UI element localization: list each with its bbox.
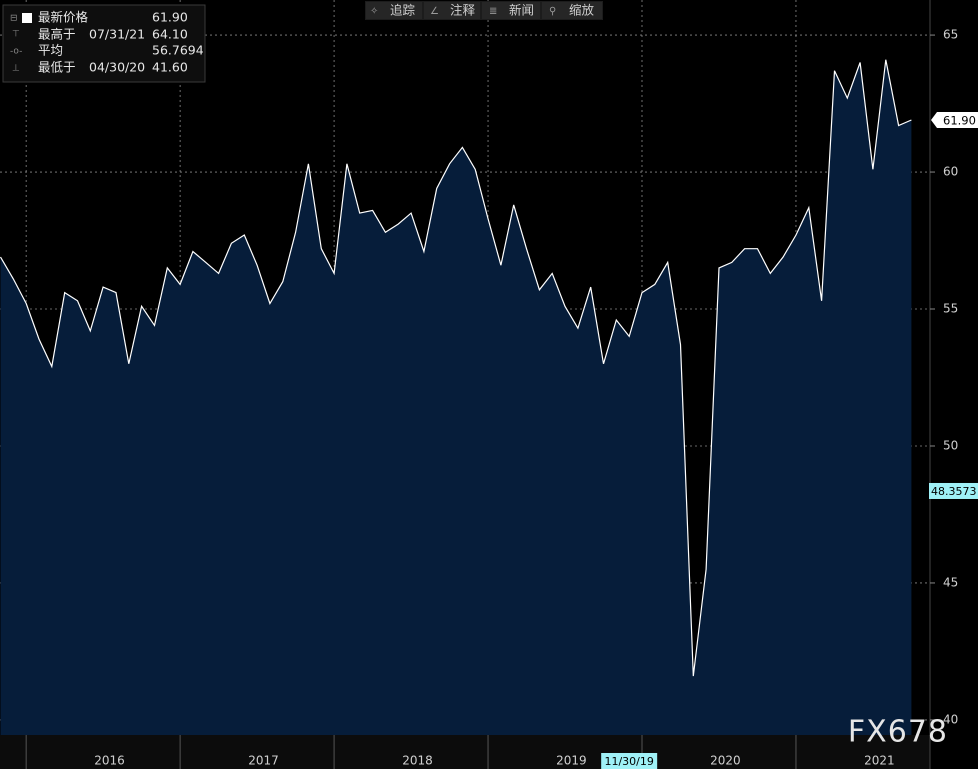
button-label[interactable]: 追踪 xyxy=(390,3,416,18)
legend-icon: ⊟ xyxy=(10,14,18,24)
svg-text:⚲: ⚲ xyxy=(549,6,556,17)
plot-area xyxy=(0,0,930,735)
axes: 40 45 50 55 60 65 2016 2017 2018 2019 2020 2021 61.9… xyxy=(25,28,978,769)
legend-value: 61.90 xyxy=(152,10,188,25)
cursor-y-label: 48.3573 xyxy=(931,485,977,498)
button-label[interactable]: 缩放 xyxy=(569,3,595,18)
legend-swatch xyxy=(22,13,32,23)
y-tick-label: 50 xyxy=(943,438,958,452)
x-tick-label: 2020 xyxy=(710,754,741,768)
cursor-y-tag xyxy=(929,482,978,499)
y-tick-label: 45 xyxy=(943,575,958,589)
last-value-tag xyxy=(931,111,978,128)
legend-date: 04/30/20 xyxy=(89,60,145,75)
x-tick-label: 2019 xyxy=(556,754,587,768)
legend-value: 56.7694 xyxy=(152,43,204,58)
news-button[interactable]: ≣ 新闻 xyxy=(482,2,540,19)
legend-icon: ⊥ xyxy=(12,64,20,74)
x-tick-label: 2018 xyxy=(402,754,433,768)
zoom-button[interactable]: ⚲ 缩放 xyxy=(542,2,602,19)
y-tick-label: 60 xyxy=(943,165,958,179)
legend-label: 最低于 xyxy=(38,60,76,75)
legend-label: 平均 xyxy=(38,43,63,58)
button-label[interactable]: 注释 xyxy=(450,3,476,18)
area-fill xyxy=(0,59,912,735)
button-label[interactable]: 新闻 xyxy=(509,3,534,18)
legend-value: 64.10 xyxy=(152,27,188,42)
legend-box xyxy=(2,4,206,83)
legend-icon: ⊤ xyxy=(12,30,20,40)
y-tick-label: 65 xyxy=(943,28,958,42)
legend-label: 最新价格 xyxy=(38,10,89,25)
x-tick-label: 2021 xyxy=(864,754,895,768)
y-tick-label: 40 xyxy=(943,712,958,726)
cursor-x-tag xyxy=(601,753,658,769)
legend-label: 最高于 xyxy=(38,27,76,42)
legend-icon: -o- xyxy=(10,47,22,57)
svg-text:∠: ∠ xyxy=(430,6,439,17)
annotate-button[interactable]: ∠ 注释 xyxy=(424,2,480,19)
x-tick-label: 2017 xyxy=(248,754,279,768)
legend-date: 07/31/21 xyxy=(89,27,145,42)
x-tick-label: 2016 xyxy=(94,754,125,768)
svg-text:≣: ≣ xyxy=(489,6,497,17)
y-tick-label: 55 xyxy=(943,302,958,316)
legend: ⊟ ⊤ -o- ⊥ 最新价格 61.90 最高于 07/31/21 64.10 … xyxy=(2,4,206,83)
cursor-x-label: 11/30/19 xyxy=(604,755,653,768)
x-axis-band xyxy=(0,735,930,769)
svg-text:✧: ✧ xyxy=(370,6,378,17)
toolbar: ✧ 追踪 ∠ 注释 ≣ 新闻 ⚲ 缩放 xyxy=(365,1,603,20)
track-button[interactable]: ✧ 追踪 xyxy=(366,2,422,19)
legend-value: 41.60 xyxy=(152,60,188,75)
watermark: FX678 xyxy=(848,715,948,750)
last-value-label: 61.90 xyxy=(943,113,976,127)
line xyxy=(0,59,912,677)
